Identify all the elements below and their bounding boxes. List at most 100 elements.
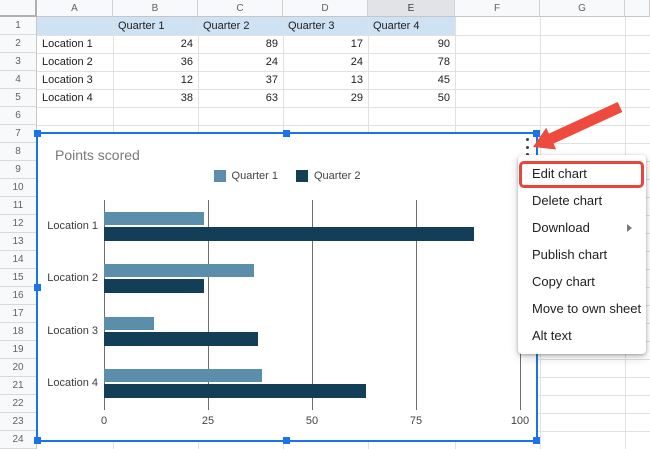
- row-header-21[interactable]: 21: [0, 377, 37, 395]
- menu-item-label: Edit chart: [532, 166, 587, 181]
- row-header-23[interactable]: 23: [0, 413, 37, 431]
- row-header-15[interactable]: 15: [0, 269, 37, 287]
- row-header-10[interactable]: 10: [0, 179, 37, 197]
- menu-item-label: Alt text: [532, 328, 572, 343]
- cell-C1[interactable]: Quarter 2: [203, 20, 250, 32]
- menu-item-copy-chart[interactable]: Copy chart: [518, 268, 646, 295]
- row-header-22[interactable]: 22: [0, 395, 37, 413]
- column-header-C[interactable]: C: [198, 0, 283, 17]
- chart-resize-handle[interactable]: [283, 130, 290, 137]
- cell-D1[interactable]: Quarter 3: [288, 20, 335, 32]
- legend-item-1: Quarter 1: [213, 170, 278, 182]
- chart-title: Points scored: [55, 147, 140, 163]
- legend-swatch-icon: [296, 170, 308, 182]
- row-header-5[interactable]: 5: [0, 89, 37, 107]
- chart-plot-area: 0 25 50 75 100 Location 1 Location 2 Location 3…: [38, 134, 536, 440]
- menu-item-delete-chart[interactable]: Delete chart: [518, 187, 646, 214]
- submenu-arrow-icon: [627, 223, 632, 232]
- column-header-stub: [625, 0, 650, 17]
- menu-item-label: Copy chart: [532, 274, 595, 289]
- bar-q1-loc2: [104, 264, 254, 278]
- menu-item-download[interactable]: Download: [518, 214, 646, 241]
- cell-C3[interactable]: 24: [265, 56, 278, 68]
- column-header-D[interactable]: D: [283, 0, 368, 17]
- bar-q2-loc1: [104, 226, 475, 241]
- cell-C4[interactable]: 37: [265, 74, 278, 86]
- row-header-11[interactable]: 11: [0, 197, 37, 215]
- gridline: [37, 53, 650, 54]
- row-header-7[interactable]: 7: [0, 125, 37, 143]
- select-all-corner[interactable]: [0, 0, 37, 17]
- gridline: [37, 125, 650, 126]
- column-header-F[interactable]: F: [455, 0, 540, 17]
- menu-item-alt-text[interactable]: Alt text: [518, 322, 646, 349]
- menu-item-move-to-own-sheet[interactable]: Move to own sheet: [518, 295, 646, 322]
- gridline: [37, 107, 650, 108]
- cell-C5[interactable]: 63: [265, 92, 278, 104]
- row-header-18[interactable]: 18: [0, 323, 37, 341]
- cell-E4[interactable]: 45: [437, 74, 450, 86]
- cell-C2[interactable]: 89: [265, 38, 278, 50]
- row-header-1[interactable]: 1: [0, 17, 37, 35]
- menu-item-edit-chart[interactable]: Edit chart: [518, 160, 646, 187]
- row-header-16[interactable]: 16: [0, 287, 37, 305]
- cell-E2[interactable]: 90: [437, 38, 450, 50]
- column-header-A[interactable]: A: [37, 0, 113, 17]
- chart-gridline: [208, 200, 209, 410]
- header-row-fill: [37, 17, 455, 35]
- row-header-3[interactable]: 3: [0, 53, 37, 71]
- column-header-G[interactable]: G: [540, 0, 625, 17]
- chart-resize-handle[interactable]: [34, 284, 41, 291]
- cell-D3[interactable]: 24: [350, 56, 363, 68]
- x-axis-tick-label: 75: [409, 415, 423, 427]
- chart-gridline: [312, 200, 313, 410]
- row-header-6[interactable]: 6: [0, 107, 37, 125]
- cell-A2[interactable]: Location 1: [42, 38, 93, 50]
- cell-B2[interactable]: 24: [180, 38, 193, 50]
- cell-A3[interactable]: Location 2: [42, 56, 93, 68]
- column-header-E[interactable]: E: [368, 0, 455, 17]
- row-header-17[interactable]: 17: [0, 305, 37, 323]
- category-label: Location 3: [47, 324, 98, 337]
- chart-gridline: [416, 200, 417, 410]
- menu-item-label: Download: [532, 220, 590, 235]
- chart[interactable]: Points scored Quarter 1 Quarter 2 0 25 50 75…: [38, 134, 536, 440]
- column-header-B[interactable]: B: [113, 0, 198, 17]
- menu-item-publish-chart[interactable]: Publish chart: [518, 241, 646, 268]
- chart-resize-handle[interactable]: [533, 130, 540, 137]
- row-header-12[interactable]: 12: [0, 215, 37, 233]
- chart-legend: Quarter 1 Quarter 2: [38, 170, 536, 182]
- cell-D5[interactable]: 29: [350, 92, 363, 104]
- row-header-8[interactable]: 8: [0, 143, 37, 161]
- cell-D2[interactable]: 17: [350, 38, 363, 50]
- row-header-14[interactable]: 14: [0, 251, 37, 269]
- cell-B4[interactable]: 12: [180, 74, 193, 86]
- cell-D4[interactable]: 13: [350, 74, 363, 86]
- legend-label: Quarter 1: [231, 170, 278, 182]
- cell-E1[interactable]: Quarter 4: [373, 20, 420, 32]
- cell-B1[interactable]: Quarter 1: [118, 20, 165, 32]
- bar-q2-loc2: [104, 279, 204, 294]
- row-header-24[interactable]: 24: [0, 431, 37, 449]
- chart-resize-handle[interactable]: [34, 437, 41, 444]
- cell-B3[interactable]: 36: [180, 56, 193, 68]
- x-axis-tick-label: 50: [305, 415, 319, 427]
- cell-B5[interactable]: 38: [180, 92, 193, 104]
- row-header-13[interactable]: 13: [0, 233, 37, 251]
- cell-A4[interactable]: Location 3: [42, 74, 93, 86]
- row-header-9[interactable]: 9: [0, 161, 37, 179]
- gridline: [37, 71, 650, 72]
- row-header-20[interactable]: 20: [0, 359, 37, 377]
- chart-resize-handle[interactable]: [283, 437, 290, 444]
- row-header-4[interactable]: 4: [0, 71, 37, 89]
- chart-context-menu: Edit chart Delete chart Download Publish ch…: [518, 155, 646, 354]
- x-axis-tick-label: 100: [510, 415, 530, 427]
- row-header-19[interactable]: 19: [0, 341, 37, 359]
- cell-A5[interactable]: Location 4: [42, 92, 93, 104]
- cell-E3[interactable]: 78: [437, 56, 450, 68]
- chart-resize-handle[interactable]: [34, 130, 41, 137]
- cell-E5[interactable]: 50: [437, 92, 450, 104]
- row-header-2[interactable]: 2: [0, 35, 37, 53]
- chart-resize-handle[interactable]: [533, 437, 540, 444]
- chart-more-options-icon[interactable]: [522, 137, 532, 157]
